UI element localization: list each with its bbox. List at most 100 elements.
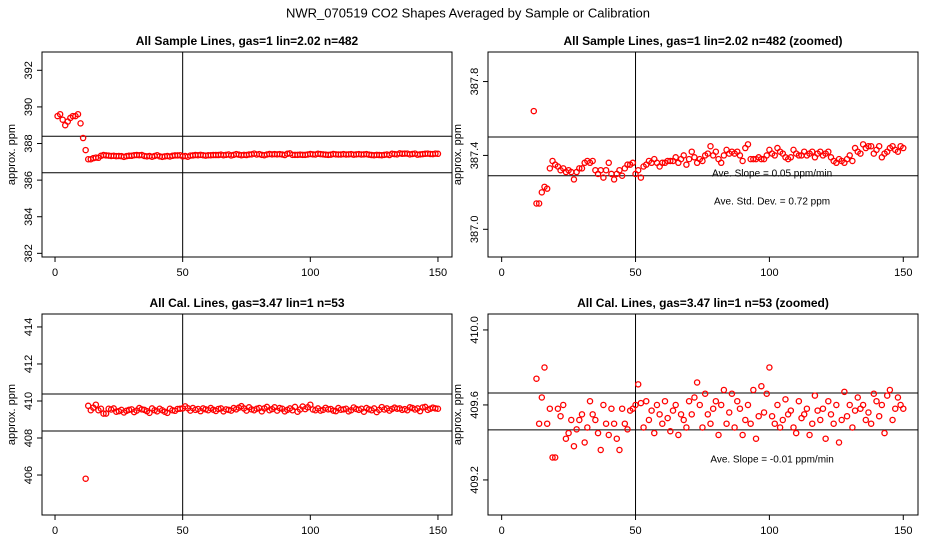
data-point — [870, 390, 878, 397]
y-tick-label: 388 — [23, 134, 35, 152]
data-point — [808, 420, 816, 427]
data-point — [530, 107, 538, 115]
data-point — [744, 401, 752, 409]
data-point — [291, 403, 299, 411]
data-point — [720, 152, 728, 159]
data-point — [661, 397, 669, 405]
x-tick-label: 50 — [629, 267, 641, 279]
data-point — [867, 142, 875, 150]
data-point — [768, 412, 776, 420]
data-point — [758, 155, 765, 163]
data-point — [683, 161, 690, 168]
data-point — [699, 424, 706, 431]
panel-title: All Cal. Lines, gas=3.47 lin=1 n=53 — [149, 296, 344, 310]
data-point — [742, 416, 749, 424]
data-point — [594, 429, 602, 437]
data-point — [642, 397, 650, 405]
data-point — [701, 390, 709, 397]
data-point — [835, 439, 843, 446]
data-point — [833, 401, 840, 409]
data-point — [806, 431, 813, 439]
data-point — [758, 382, 765, 390]
data-point — [747, 420, 754, 427]
data-point — [846, 152, 853, 159]
figure-title: NWR_070519 CO2 Shapes Averaged by Sample… — [286, 5, 650, 20]
data-point — [672, 154, 679, 161]
data-point — [814, 407, 821, 414]
data-point — [102, 410, 110, 417]
data-point — [215, 405, 222, 413]
data-point — [677, 411, 685, 418]
data-point — [792, 429, 800, 437]
plot-frame — [41, 313, 453, 516]
data-point — [680, 416, 687, 424]
annotation: Ave. Std. Dev. = 0.72 ppm — [714, 197, 830, 208]
data-point — [653, 401, 661, 409]
data-point — [632, 401, 639, 409]
data-point — [851, 407, 859, 414]
data-point — [597, 446, 604, 454]
data-point — [82, 146, 89, 154]
data-point — [843, 412, 851, 420]
data-point — [685, 155, 693, 163]
data-point — [535, 200, 543, 207]
data-point — [592, 416, 599, 424]
data-point — [667, 427, 674, 435]
data-point — [568, 416, 575, 424]
data-point — [894, 148, 902, 155]
data-point — [600, 401, 607, 409]
data-point — [825, 148, 832, 155]
data-point — [717, 159, 725, 167]
data-point — [688, 148, 696, 155]
data-point — [576, 165, 583, 172]
y-tick-label: 410.0 — [469, 316, 481, 344]
data-point — [736, 152, 744, 159]
data-point — [900, 405, 907, 412]
data-point — [862, 416, 870, 424]
data-point — [752, 435, 760, 442]
data-point — [307, 401, 314, 408]
data-point — [602, 166, 610, 174]
x-tick-label: 150 — [894, 267, 912, 279]
data-point — [838, 416, 845, 424]
y-tick-label: 387.8 — [469, 68, 481, 96]
x-tick-label: 100 — [301, 525, 319, 537]
data-point — [538, 189, 546, 196]
data-point — [685, 397, 693, 405]
y-axis-label: approx. ppm — [6, 124, 18, 185]
data-point — [546, 165, 554, 172]
data-point — [739, 431, 746, 439]
data-point — [659, 420, 666, 427]
data-point — [766, 364, 773, 371]
data-point — [712, 397, 720, 405]
data-point — [100, 410, 107, 417]
data-point — [549, 454, 556, 461]
data-point — [725, 409, 733, 416]
data-point — [97, 405, 105, 413]
data-point — [586, 397, 594, 405]
data-point — [865, 409, 872, 416]
data-point — [621, 420, 629, 427]
annotation: Ave. Slope = -0.01 ppm/min — [710, 455, 834, 466]
x-tick-label: 50 — [177, 267, 189, 279]
data-point — [533, 375, 540, 382]
data-point — [699, 157, 706, 165]
data-point — [782, 396, 789, 403]
data-point — [875, 142, 883, 150]
data-point — [434, 150, 442, 158]
data-point — [750, 386, 757, 394]
data-point — [825, 397, 832, 405]
data-point — [875, 412, 883, 420]
data-point — [613, 435, 621, 442]
data-point — [541, 364, 548, 371]
data-point — [637, 399, 645, 407]
data-point — [584, 424, 591, 431]
data-point — [795, 397, 803, 405]
data-point — [610, 420, 618, 427]
data-point — [535, 420, 543, 427]
data-point — [557, 412, 564, 420]
data-point — [683, 424, 690, 431]
x-tick-label: 0 — [499, 525, 505, 537]
data-point — [82, 475, 89, 482]
